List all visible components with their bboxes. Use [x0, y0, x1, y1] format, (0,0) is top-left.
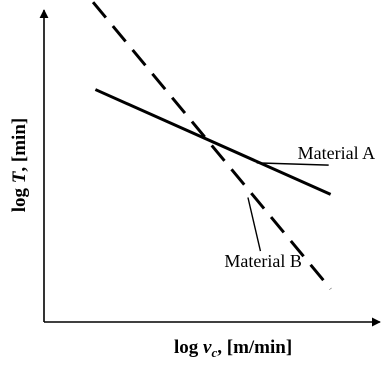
series-leader-material-a	[256, 162, 329, 166]
x-axis-label-unit: , [m/min]	[217, 337, 292, 358]
x-axis-label-main: log v	[174, 337, 212, 358]
series-line-material-b	[91, 1, 332, 290]
series-label-material-a: Material A	[298, 143, 375, 163]
series-leader-material-b	[247, 197, 262, 252]
x-axis-title: log vc, [m/min]	[174, 337, 292, 360]
series-layer: Material A Material B	[91, 1, 375, 290]
series-label-material-b: Material B	[224, 251, 301, 271]
x-axis-label-subscript: c	[211, 345, 217, 360]
y-axis-label-unit: , [min]	[9, 118, 30, 172]
series-line-material-a	[94, 88, 332, 196]
y-axis-title: log T, [min]	[9, 118, 30, 212]
y-axis-label-main: log T	[9, 170, 30, 212]
